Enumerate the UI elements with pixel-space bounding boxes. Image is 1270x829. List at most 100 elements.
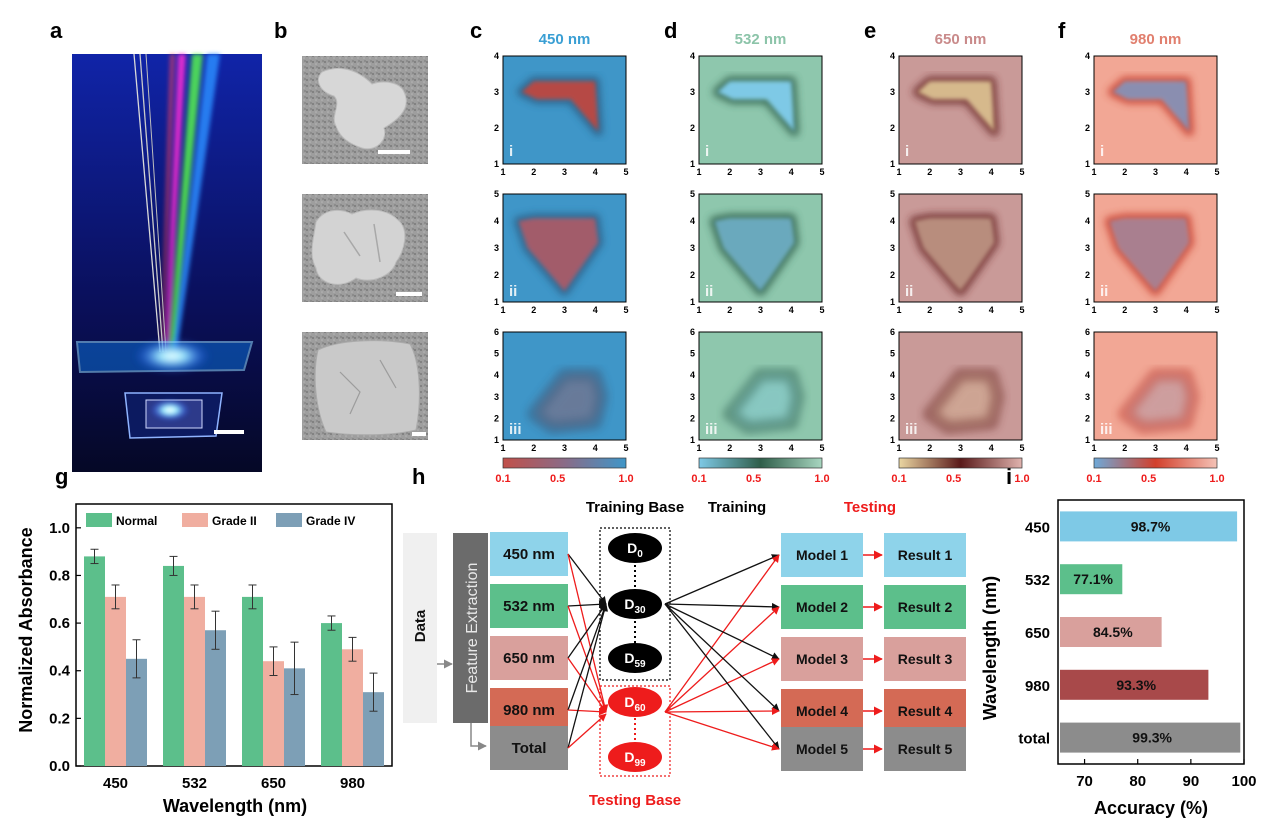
x-tick-label: 5 — [1214, 305, 1219, 315]
legend-label: Grade IV — [306, 514, 355, 528]
row-label: iii — [905, 421, 918, 438]
colorbar-tick-label: 1.0 — [1014, 473, 1029, 485]
model-label: Model 2 — [796, 599, 848, 615]
x-tick-label: 3 — [562, 443, 567, 453]
dataset-node-label: D99 — [624, 749, 646, 769]
model-label: Model 4 — [796, 703, 848, 719]
panel-letter-f: f — [1058, 18, 1066, 43]
y-tick-label: 5 — [1085, 349, 1090, 359]
heatmap-background — [503, 56, 626, 164]
heatmap-low-region — [1124, 375, 1193, 428]
panel-letters: a b c d e f g h i — [50, 18, 1066, 489]
y-tick-label: 2 — [890, 123, 895, 133]
dataset-node-label: D0 — [627, 540, 643, 560]
bar — [126, 658, 147, 766]
test-to-model-arrow — [664, 711, 780, 751]
y-axis-label: Normalized Absorbance — [16, 527, 36, 732]
x-tick-label: 4 — [1184, 443, 1189, 453]
x-tick-label: 1 — [1091, 305, 1096, 315]
x-tick-label: 3 — [562, 167, 567, 177]
total-box — [490, 726, 568, 770]
colorbar — [898, 457, 1023, 469]
x-tick-label: 1 — [896, 443, 901, 453]
x-tick-label: 4 — [1184, 305, 1189, 315]
y-tick-label: 5 — [494, 189, 499, 199]
colorbar — [502, 457, 627, 469]
heatmap-title: 650 nm — [935, 31, 987, 48]
y-tick-label: 6 — [1085, 327, 1090, 337]
y-tick-label: 2 — [690, 270, 695, 280]
x-tick-label: 1 — [896, 305, 901, 315]
colorbar-tick-label: 0.1 — [891, 473, 906, 485]
x-tick-label: 2 — [727, 167, 732, 177]
x-tick-label: 3 — [1153, 305, 1158, 315]
result-box — [884, 585, 966, 629]
total-label: Total — [512, 740, 547, 757]
y-tick-label: 2 — [494, 270, 499, 280]
heatmap-frame — [1093, 55, 1218, 165]
y-tick-label: 0.0 — [49, 758, 70, 775]
x-tick-label: 3 — [758, 167, 763, 177]
train-to-model-arrow — [664, 603, 780, 660]
row-label: i — [705, 143, 709, 160]
x-tick-label: 80 — [1129, 773, 1146, 790]
row-label: ii — [905, 283, 913, 300]
bar — [284, 668, 305, 766]
result-box — [884, 727, 966, 771]
data-label: Data — [412, 609, 429, 642]
heatmap-frame — [698, 331, 823, 441]
x-tick-label: 5 — [1019, 167, 1024, 177]
tissue-photo-2 — [302, 194, 428, 302]
test-to-model-arrow — [664, 707, 780, 715]
x-tick-label: 4 — [593, 167, 598, 177]
train-to-model-arrow — [664, 602, 780, 611]
bar — [342, 649, 363, 766]
x-tick-label: 2 — [927, 305, 932, 315]
colorbar — [698, 457, 823, 469]
y-tick-label: 980 — [1025, 678, 1050, 695]
train-arrow — [567, 553, 607, 605]
x-tick-label: 3 — [758, 305, 763, 315]
y-tick-label: 3 — [494, 243, 499, 253]
x-tick-label: 4 — [989, 305, 994, 315]
y-tick-label: 4 — [690, 370, 695, 380]
y-tick-label: 3 — [690, 392, 695, 402]
scale-bar — [396, 292, 422, 296]
x-tick-label: 4 — [789, 305, 794, 315]
x-tick-label: 3 — [1153, 167, 1158, 177]
model-label: Model 1 — [796, 547, 848, 563]
x-tick-label: 4 — [989, 443, 994, 453]
input-box — [490, 636, 568, 680]
colorbar-tick-label: 0.1 — [1086, 473, 1101, 485]
train-arrow — [567, 603, 608, 711]
legend-swatch — [276, 513, 302, 527]
bar — [184, 596, 205, 766]
scale-bar — [214, 430, 244, 434]
y-tick-label: 2 — [1085, 413, 1090, 423]
bar — [1060, 617, 1162, 647]
y-tick-label: 3 — [690, 243, 695, 253]
y-tick-label: 5 — [890, 189, 895, 199]
laser-setup-photo — [72, 53, 262, 472]
heatmap-low-region — [917, 81, 995, 132]
y-tick-label: 1 — [494, 435, 499, 445]
y-tick-label: 1 — [890, 435, 895, 445]
row-label: ii — [705, 283, 713, 300]
x-tick-label: 2 — [531, 443, 536, 453]
y-tick-label: 1 — [890, 297, 895, 307]
y-tick-label: 4 — [494, 216, 499, 226]
input-box — [490, 688, 568, 732]
dataset-node — [608, 687, 662, 717]
colorbar — [1093, 457, 1218, 469]
plot-frame — [1057, 499, 1245, 765]
x-tick-label: 1 — [696, 305, 701, 315]
x-tick-label: 2 — [927, 167, 932, 177]
heatmap-low-region — [1109, 218, 1190, 292]
x-tick-label: 70 — [1076, 773, 1093, 790]
legend-label: Normal — [116, 514, 157, 528]
result-label: Result 5 — [898, 741, 953, 757]
heatmap-title: 450 nm — [539, 31, 591, 48]
data-block — [403, 533, 437, 723]
heatmap-frame — [698, 193, 823, 303]
